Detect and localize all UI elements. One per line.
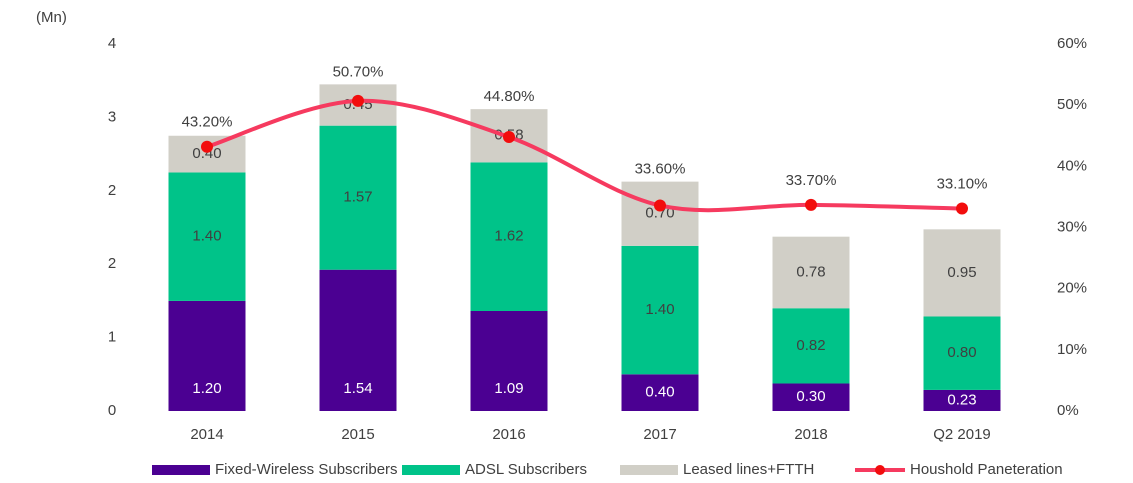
line-marker	[201, 140, 213, 153]
line-marker	[352, 94, 364, 107]
legend-swatch	[620, 465, 678, 475]
line-label: 33.60%	[635, 161, 686, 178]
y2-tick-label: 40%	[1057, 157, 1087, 174]
data-label: 0.23	[947, 391, 976, 408]
data-label: 0.80	[947, 344, 976, 361]
legend-label: Fixed-Wireless Subscribers	[215, 461, 398, 478]
bar-segment	[621, 181, 699, 246]
line-label: 44.80%	[484, 88, 535, 105]
line-label: 43.20%	[182, 114, 233, 131]
legend-label: Leased lines+FTTH	[683, 461, 814, 478]
legend-swatch	[402, 465, 460, 475]
bar-segment	[319, 125, 397, 270]
bar-segment	[923, 316, 1001, 390]
y-tick-label: 4	[108, 35, 116, 52]
line-label: 33.10%	[937, 176, 988, 193]
data-label: 0.30	[796, 388, 825, 405]
line-marker	[805, 198, 817, 211]
legend-swatch	[152, 465, 210, 475]
y2-tick-label: 30%	[1057, 218, 1087, 235]
y-tick-label: 2	[108, 255, 116, 272]
line	[206, 98, 963, 213]
bar-segment	[772, 236, 850, 309]
line-marker	[654, 199, 666, 212]
bar-segment	[168, 300, 246, 411]
legend-marker	[875, 465, 885, 475]
y-tick-label: 0	[108, 402, 116, 419]
x-tick-label: Q2 2019	[933, 426, 991, 443]
bar-segment	[319, 269, 397, 411]
y-tick-label: 2	[108, 182, 116, 199]
bar-segment	[923, 389, 1001, 411]
x-tick-label: 2015	[341, 426, 374, 443]
data-label: 1.20	[192, 380, 221, 397]
data-label: 1.40	[645, 301, 674, 318]
line-marker	[503, 130, 515, 143]
x-tick-label: 2017	[643, 426, 676, 443]
data-label: 0.95	[947, 264, 976, 281]
y-tick-label: 1	[108, 329, 116, 346]
legend-label: Houshold Paneteration	[910, 461, 1063, 478]
data-label: 0.40	[645, 384, 674, 401]
bar-segment	[772, 308, 850, 384]
bar-segment	[772, 383, 850, 411]
data-label: 1.40	[192, 228, 221, 245]
line-label: 50.70%	[333, 63, 384, 80]
x-tick-label: 2016	[492, 426, 525, 443]
y2-tick-label: 20%	[1057, 280, 1087, 297]
line-marker	[956, 202, 968, 215]
x-tick-label: 2014	[190, 426, 223, 443]
bar-segment	[621, 245, 699, 375]
data-label: 1.57	[343, 189, 372, 206]
data-label: 1.54	[343, 380, 372, 397]
y2-tick-label: 60%	[1057, 35, 1087, 52]
bar-segment	[168, 172, 246, 301]
data-label: 0.82	[796, 337, 825, 354]
data-label: 1.62	[494, 228, 523, 245]
bar-segment	[470, 310, 548, 411]
bar-segment	[923, 229, 1001, 317]
line-label: 33.70%	[786, 172, 837, 189]
data-label: 0.40	[192, 145, 221, 162]
y2-tick-label: 50%	[1057, 96, 1087, 113]
unit-label: (Mn)	[36, 9, 67, 26]
legend-label: ADSL Subscribers	[465, 461, 587, 478]
y2-tick-label: 0%	[1057, 402, 1079, 419]
y-tick-label: 3	[108, 108, 116, 125]
bar-segment	[470, 162, 548, 311]
bar-segment	[621, 374, 699, 411]
y2-tick-label: 10%	[1057, 341, 1087, 358]
data-label: 1.09	[494, 380, 523, 397]
data-label: 0.78	[796, 263, 825, 280]
x-tick-label: 2018	[794, 426, 827, 443]
